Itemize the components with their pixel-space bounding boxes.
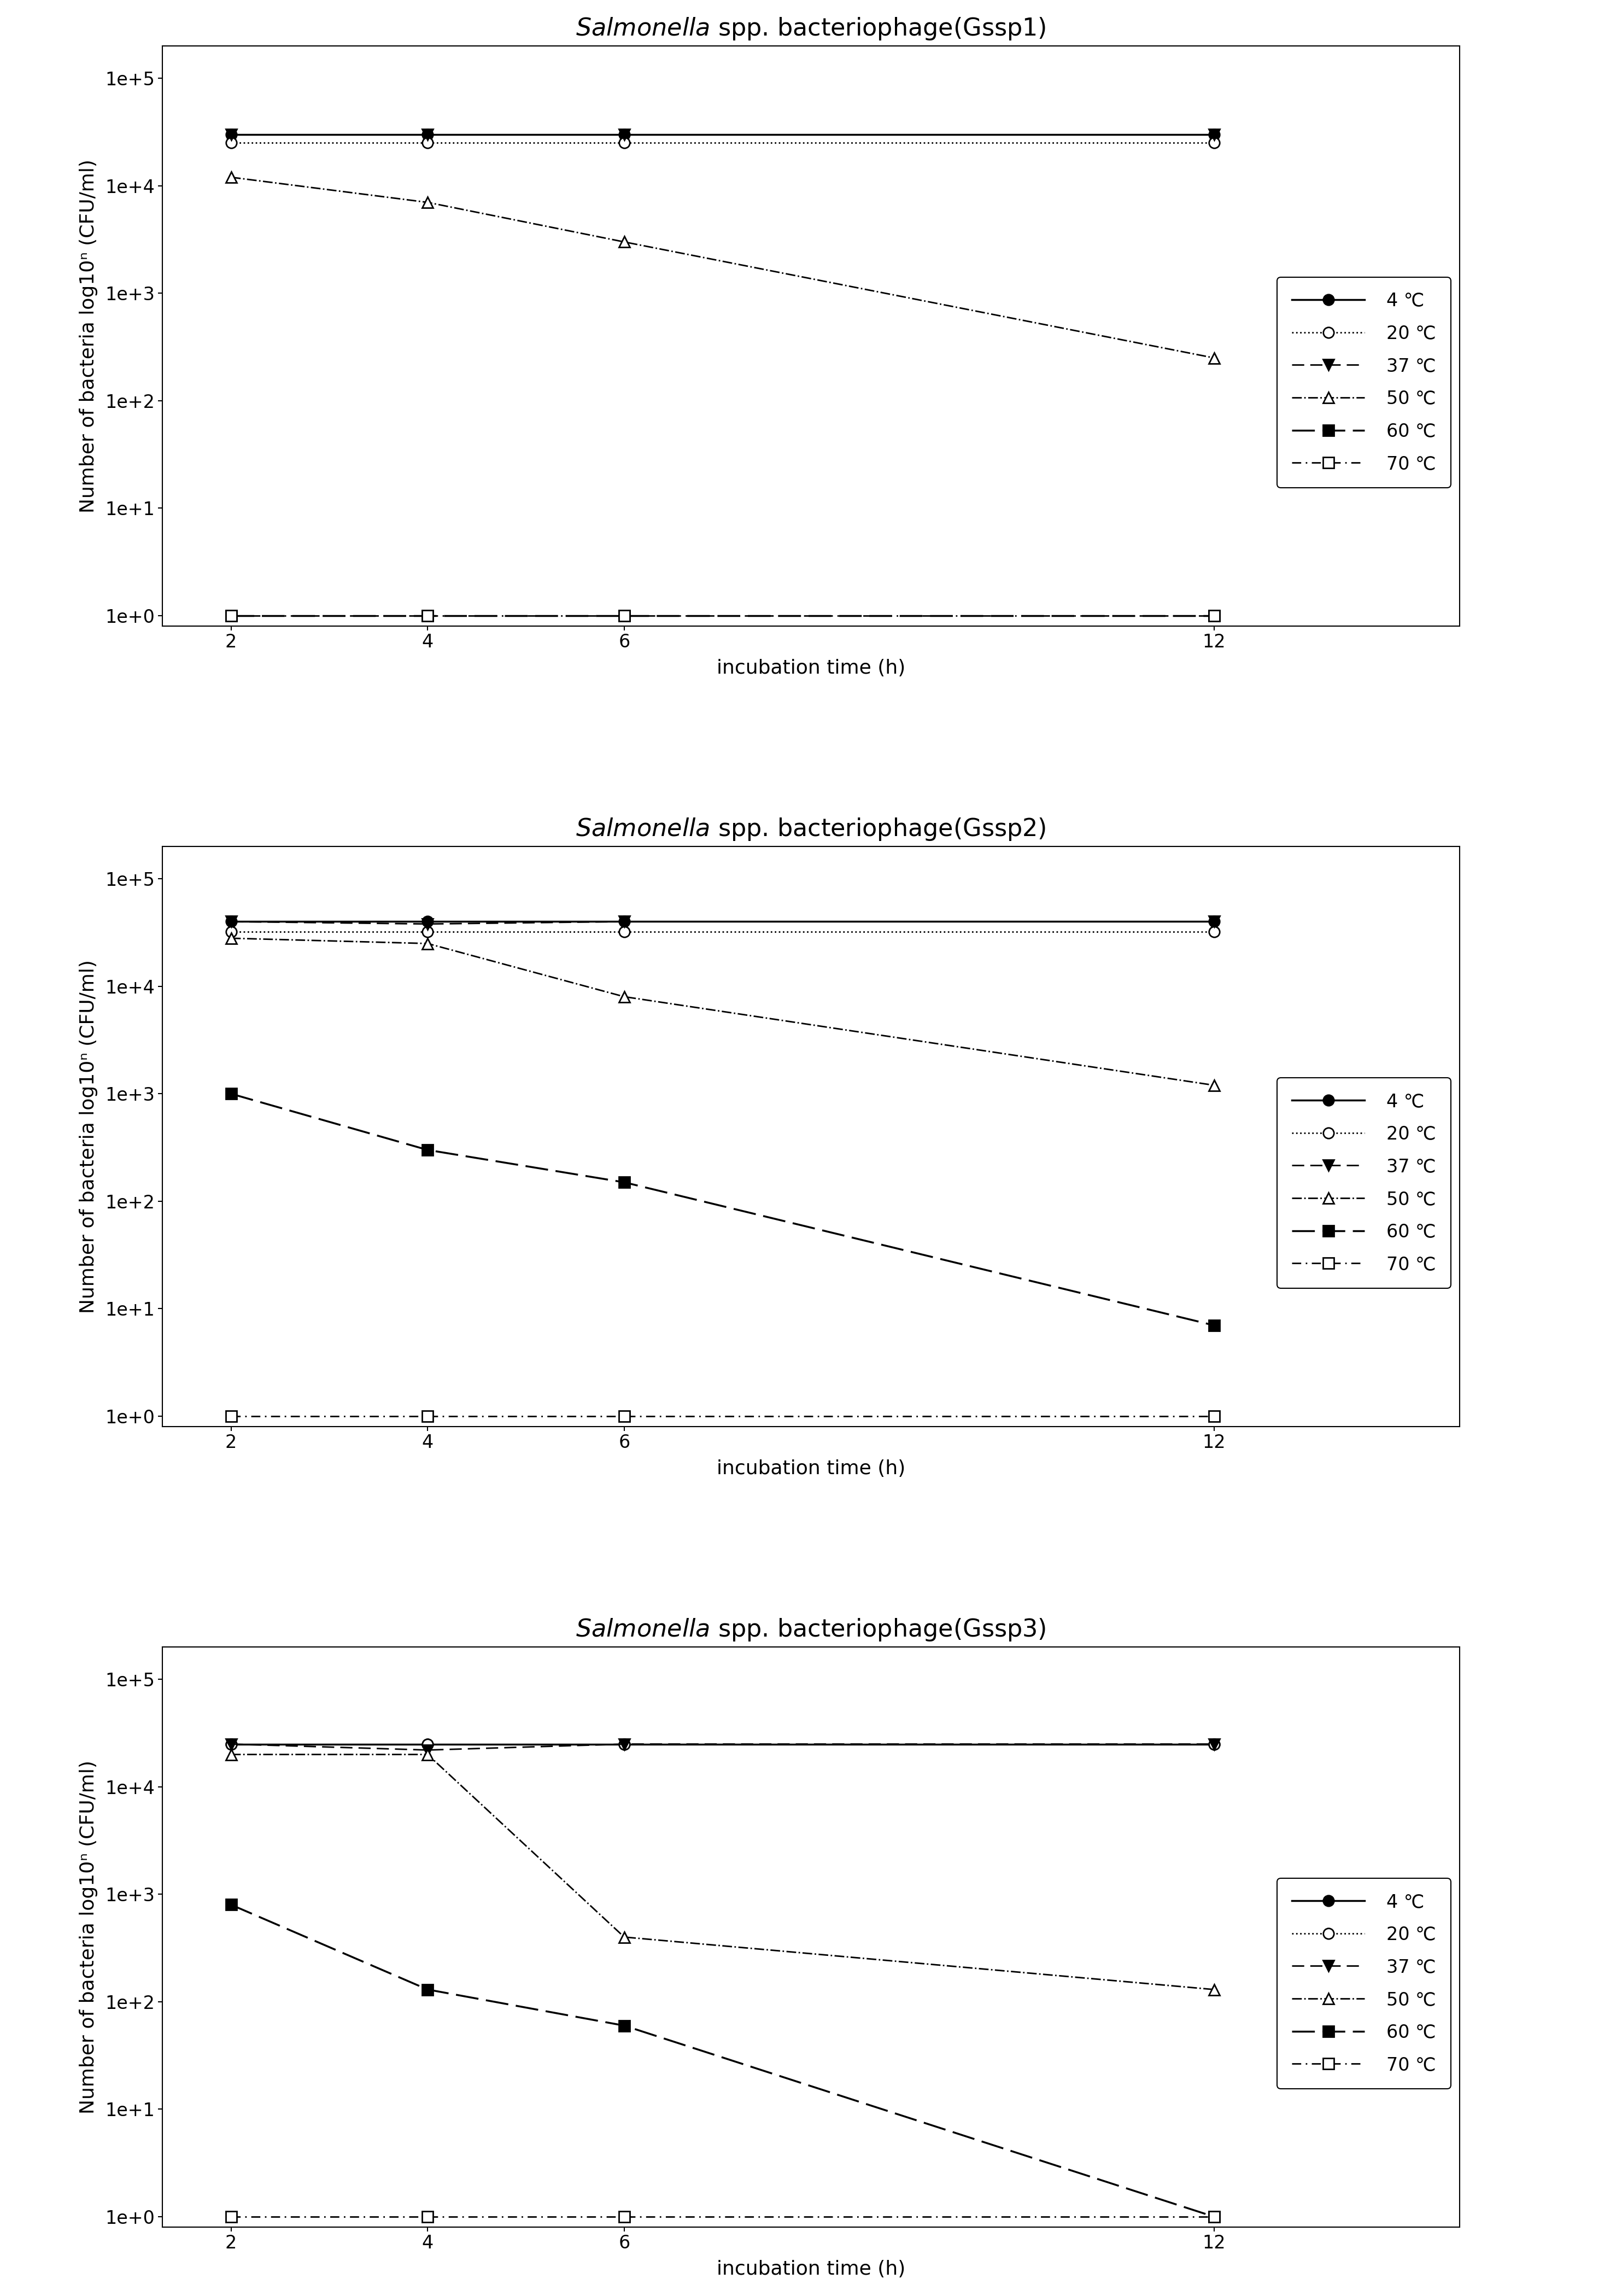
- Legend: 4 ℃, 20 ℃, 37 ℃, 50 ℃, 60 ℃, 70 ℃: 4 ℃, 20 ℃, 37 ℃, 50 ℃, 60 ℃, 70 ℃: [1277, 1878, 1450, 2089]
- X-axis label: incubation time (h): incubation time (h): [717, 1460, 905, 1479]
- Y-axis label: Number of bacteria log10ⁿ (CFU/ml): Number of bacteria log10ⁿ (CFU/ml): [79, 1761, 97, 2115]
- X-axis label: incubation time (h): incubation time (h): [717, 659, 905, 677]
- Legend: 4 ℃, 20 ℃, 37 ℃, 50 ℃, 60 ℃, 70 ℃: 4 ℃, 20 ℃, 37 ℃, 50 ℃, 60 ℃, 70 ℃: [1277, 278, 1450, 487]
- Y-axis label: Number of bacteria log10ⁿ (CFU/ml): Number of bacteria log10ⁿ (CFU/ml): [79, 158, 97, 512]
- Title: $\mathit{Salmonella}$ spp. bacteriophage(Gssp3): $\mathit{Salmonella}$ spp. bacteriophage…: [576, 1616, 1046, 1642]
- Title: $\mathit{Salmonella}$ spp. bacteriophage(Gssp1): $\mathit{Salmonella}$ spp. bacteriophage…: [576, 16, 1046, 41]
- Title: $\mathit{Salmonella}$ spp. bacteriophage(Gssp2): $\mathit{Salmonella}$ spp. bacteriophage…: [576, 815, 1046, 843]
- Legend: 4 ℃, 20 ℃, 37 ℃, 50 ℃, 60 ℃, 70 ℃: 4 ℃, 20 ℃, 37 ℃, 50 ℃, 60 ℃, 70 ℃: [1277, 1077, 1450, 1288]
- Y-axis label: Number of bacteria log10ⁿ (CFU/ml): Number of bacteria log10ⁿ (CFU/ml): [79, 960, 97, 1313]
- X-axis label: incubation time (h): incubation time (h): [717, 2259, 905, 2278]
